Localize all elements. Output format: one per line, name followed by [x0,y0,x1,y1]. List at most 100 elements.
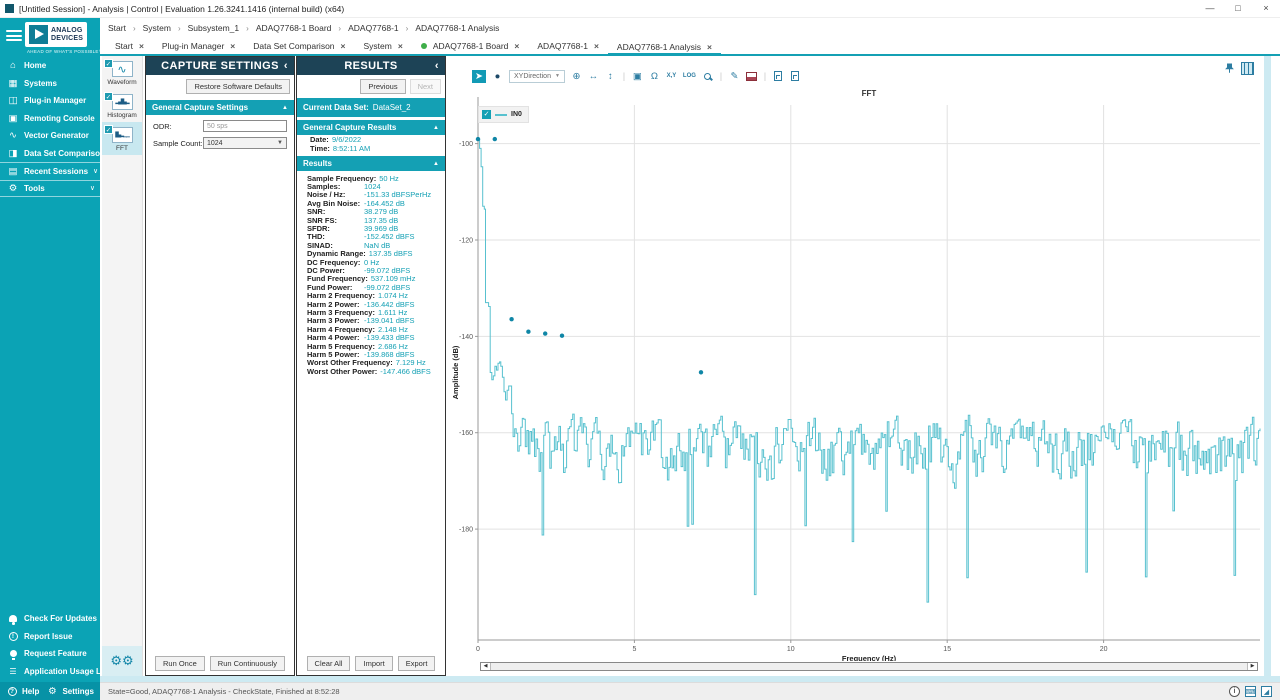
tool-strip-item-fft[interactable]: ✓ █▄▂▁▁ FFT [102,122,142,155]
settings-gears-icon[interactable]: ⚙⚙ [102,646,142,676]
chart-horizontal-scrollbar[interactable]: ◀ ▶ [480,662,1258,671]
checkbox-checked-icon[interactable]: ✓ [104,92,113,101]
export-data-icon[interactable] [773,70,784,83]
import-button[interactable]: Import [355,656,393,671]
sidebar-item-settings[interactable]: Settings [62,686,94,696]
metric-row: Dynamic Range: 137.35 dBFS [297,249,445,258]
fft-plot[interactable]: -100 -120 -140 -160 -180 0 5 10 15 20 FFT Frequency… [450,84,1262,661]
tool-strip-item-waveform[interactable]: ✓ ∿ Waveform [102,56,142,89]
run-continuously-button[interactable]: Run Continuously [209,656,285,671]
sidebar-item-systems[interactable]: ▦ Systems [0,75,100,93]
collapse-panel-icon[interactable]: ‹ [283,60,288,72]
sidebar-item-remoting-console[interactable]: ▣ Remoting Console [0,110,100,128]
general-capture-settings-section[interactable]: General Capture Settings ▲ [146,100,294,115]
sidebar-item-plug-in-manager[interactable]: ◫ Plug-in Manager [0,92,100,110]
tab-adaq7768-1-board[interactable]: ADAQ7768-1 Board × [412,38,529,54]
collapse-section-icon[interactable]: ▲ [433,124,439,131]
hamburger-menu-icon[interactable] [6,30,22,41]
tab-close-icon[interactable]: × [138,41,144,51]
metric-label: Harm 3 Frequency: [307,307,375,317]
tab-close-icon[interactable]: × [340,41,346,51]
collapse-section-icon[interactable]: ▲ [282,104,288,111]
sidebar-item-application-usage-logging[interactable]: ☰ Application Usage Logging [0,663,127,681]
tab-start[interactable]: Start × [106,38,153,54]
xy-direction-dropdown[interactable]: XYDirection ▼ [509,69,565,83]
metric-row: SINAD: NaN dB [297,241,445,250]
collapse-panel-icon[interactable]: ‹ [434,60,439,72]
copy-data-icon[interactable] [790,70,801,83]
data-cursor-tool-icon[interactable]: ● [494,70,501,82]
collapse-section-icon[interactable]: ▲ [433,160,439,167]
restore-software-defaults-button[interactable]: Restore Software Defaults [186,79,290,94]
tab-close-icon[interactable]: × [593,41,599,51]
zoom-xy-icon[interactable]: X,Y [666,73,677,79]
tab-close-icon[interactable]: × [514,41,520,51]
zoom-extents-icon[interactable]: ▣ [632,70,642,82]
tab-close-icon[interactable]: × [230,41,236,51]
results-section[interactable]: Results ▲ [297,156,445,171]
tab-adaq7768-1[interactable]: ADAQ7768-1 × [528,38,608,54]
next-button[interactable]: Next [409,79,441,94]
zoom-magnifier-icon[interactable] [702,70,713,83]
breadcrumb-item-subsystem-1[interactable]: Subsystem_1 [187,23,240,33]
close-button[interactable]: × [1263,3,1269,13]
metric-value: 137.35 dB [364,215,399,225]
metric-row: SNR FS: 137.35 dB [297,215,445,225]
legend-checkbox[interactable]: ✓ [482,110,491,119]
maximize-button[interactable]: □ [1235,3,1241,13]
sidebar-item-request-feature[interactable]: Request Feature [0,645,100,663]
usage-feedback-icon[interactable]: ⌨ [1245,686,1256,697]
tab-data-set-comparison[interactable]: Data Set Comparison × [244,38,354,54]
zoom-previous-icon[interactable]: Ω [650,70,658,82]
tab-plug-in-manager[interactable]: Plug-in Manager × [153,38,244,54]
scroll-right-icon[interactable]: ▶ [1250,663,1255,669]
annotate-icon[interactable]: ✎ [730,70,739,82]
breadcrumb-item-system[interactable]: System [142,23,171,33]
log-scale-icon[interactable]: LOG [682,73,696,79]
tab-system[interactable]: System × [355,38,412,54]
export-button[interactable]: Export [397,656,436,671]
sample-count-select[interactable]: 1024 ▼ [203,137,287,149]
sidebar-item-tools[interactable]: ⚙ Tools ∨ [0,179,100,197]
pan-vertical-icon[interactable]: ↕ [608,70,613,82]
breadcrumb-item-start[interactable]: Start [108,23,126,33]
sidebar-item-vector-generator[interactable]: ∿ Vector Generator [0,127,100,145]
sidebar-item-data-set-comparison[interactable]: ◨ Data Set Comparison [0,145,105,163]
previous-button[interactable]: Previous [360,79,406,94]
sidebar-help-row: ? Help ⚙ Settings [0,682,100,700]
metric-label: Harm 3 Power: [307,316,360,326]
breadcrumb-item-adaq7768-1-analysis[interactable]: ADAQ7768-1 Analysis [415,23,500,33]
scroll-left-icon[interactable]: ◀ [483,663,488,669]
request-feature-icon [7,650,19,660]
tab-adaq7768-1-analysis[interactable]: ADAQ7768-1 Analysis × [607,40,721,56]
clear-all-button[interactable]: Clear All [306,656,351,671]
breadcrumb-item-adaq7768-1[interactable]: ADAQ7768-1 [348,23,399,33]
grid-view-icon[interactable] [1241,62,1254,75]
resize-grip-icon[interactable]: ◢ [1261,686,1272,697]
snapshot-icon[interactable] [745,70,757,83]
minimize-button[interactable]: — [1205,3,1215,13]
chart-vertical-scrollbar[interactable] [1264,56,1271,676]
tab-close-icon[interactable]: × [397,41,403,51]
capture-settings-header: CAPTURE SETTINGS ‹ [146,57,294,75]
pan-horizontal-icon[interactable]: ↔ [588,70,599,82]
breadcrumb-item-adaq7768-1-board[interactable]: ADAQ7768-1 Board [255,23,332,33]
tab-close-icon[interactable]: × [707,41,712,52]
pin-icon[interactable] [1224,63,1235,74]
run-once-button[interactable]: Run Once [155,656,205,671]
tool-strip-item-histogram[interactable]: ✓ ▂▄█▄▂ Histogram [102,89,142,122]
sidebar-item-check-for-updates[interactable]: Check For Updates [0,610,100,628]
general-capture-results-section[interactable]: General Capture Results ▲ [297,120,445,135]
scrollbar-thumb[interactable] [490,663,1248,670]
sidebar-item-report-issue[interactable]: ! Report Issue [0,628,100,646]
odr-input[interactable]: 50 sps [203,120,287,132]
sidebar-item-home[interactable]: ⌂ Home [0,57,100,75]
info-icon[interactable]: i [1229,686,1240,697]
checkbox-checked-icon[interactable]: ✓ [104,59,113,68]
capture-time: 8:52:11 AM [332,144,371,153]
sidebar-item-help[interactable]: Help [22,686,40,696]
pan-all-icon[interactable]: ⊕ [572,70,581,82]
pointer-tool-icon[interactable]: ➤ [472,69,486,83]
checkbox-checked-icon[interactable]: ✓ [104,125,113,134]
sidebar-item-recent-sessions[interactable]: ▤ Recent Sessions ∨ [0,162,100,180]
